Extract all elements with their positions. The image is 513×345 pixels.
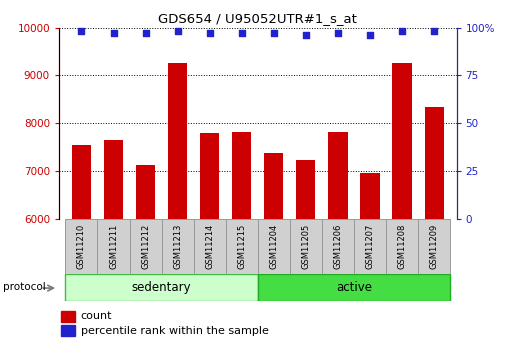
Bar <box>296 160 315 345</box>
Point <box>398 29 406 34</box>
Text: GSM11212: GSM11212 <box>141 224 150 269</box>
Bar <box>424 107 444 345</box>
Point <box>302 32 310 38</box>
Bar <box>61 311 75 322</box>
Bar <box>232 132 251 345</box>
Bar <box>418 219 450 274</box>
Text: sedentary: sedentary <box>132 281 191 294</box>
Bar <box>66 219 97 274</box>
Bar <box>130 219 162 274</box>
Text: GSM11207: GSM11207 <box>365 224 374 269</box>
Bar <box>61 325 75 336</box>
Point <box>142 31 150 36</box>
Point <box>173 29 182 34</box>
Bar <box>258 219 290 274</box>
Text: GSM11213: GSM11213 <box>173 224 182 269</box>
Text: GSM11215: GSM11215 <box>237 224 246 269</box>
Bar <box>194 219 226 274</box>
Bar <box>328 132 348 345</box>
Point <box>77 29 86 34</box>
Text: percentile rank within the sample: percentile rank within the sample <box>81 326 269 336</box>
Text: GSM11210: GSM11210 <box>77 224 86 269</box>
Bar <box>264 153 283 345</box>
Text: GSM11211: GSM11211 <box>109 224 118 269</box>
Text: GSM11209: GSM11209 <box>429 224 439 269</box>
Bar <box>162 219 194 274</box>
Bar <box>136 165 155 345</box>
Text: protocol: protocol <box>3 283 45 292</box>
Point <box>109 31 117 36</box>
Bar <box>97 219 129 274</box>
Bar <box>72 145 91 345</box>
Text: GSM11214: GSM11214 <box>205 224 214 269</box>
Bar <box>200 133 219 345</box>
Bar <box>226 219 258 274</box>
Point <box>334 31 342 36</box>
Point <box>366 32 374 38</box>
Text: GSM11205: GSM11205 <box>301 224 310 269</box>
Text: count: count <box>81 311 112 321</box>
Text: GSM11206: GSM11206 <box>333 224 343 269</box>
Text: active: active <box>336 281 372 294</box>
Bar <box>322 219 354 274</box>
Bar <box>290 219 322 274</box>
Point <box>270 31 278 36</box>
Bar <box>258 274 450 301</box>
Bar <box>66 274 258 301</box>
Text: GSM11208: GSM11208 <box>398 224 407 269</box>
Bar <box>360 173 380 345</box>
Point <box>206 31 214 36</box>
Bar <box>168 62 187 345</box>
Bar <box>386 219 418 274</box>
Point <box>430 29 438 34</box>
Title: GDS654 / U95052UTR#1_s_at: GDS654 / U95052UTR#1_s_at <box>159 12 357 25</box>
Point <box>238 31 246 36</box>
Bar <box>104 140 123 345</box>
Bar <box>392 63 411 345</box>
Text: GSM11204: GSM11204 <box>269 224 279 269</box>
Bar <box>354 219 386 274</box>
